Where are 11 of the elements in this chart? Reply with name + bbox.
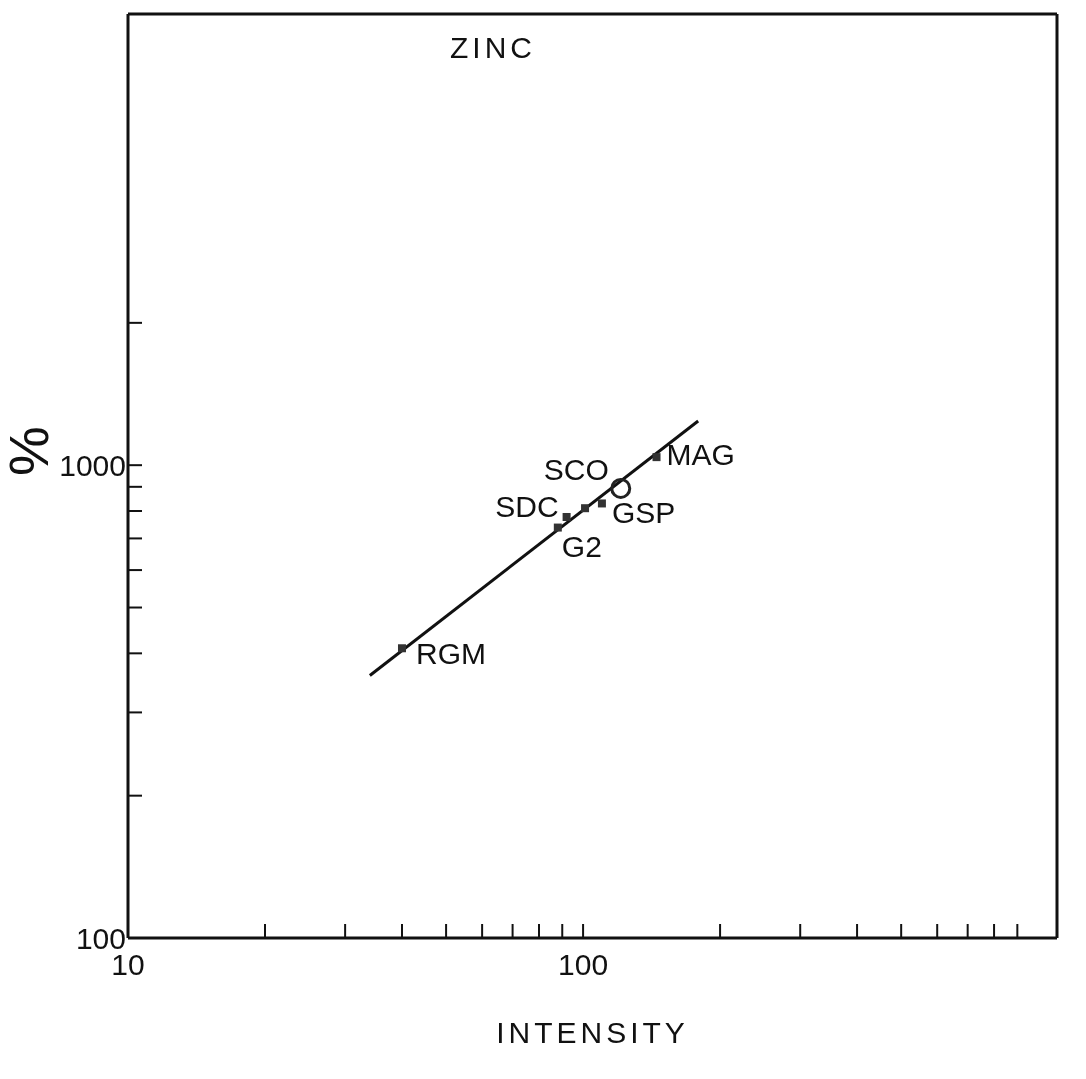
x-tick-label: 10 — [111, 948, 145, 982]
x-axis-title: INTENSITY — [496, 1016, 689, 1049]
annotation: SDC — [495, 489, 559, 523]
annotation: GSP — [611, 496, 676, 530]
y-axis-title: % — [0, 426, 60, 476]
y-tick-label: 1000 — [59, 448, 126, 482]
text: ZINC — [450, 31, 536, 64]
annotation: MAG — [666, 438, 735, 472]
annotation: RGM — [415, 637, 486, 671]
annotation: G2 — [561, 530, 602, 564]
annotation: SCO — [543, 453, 609, 487]
